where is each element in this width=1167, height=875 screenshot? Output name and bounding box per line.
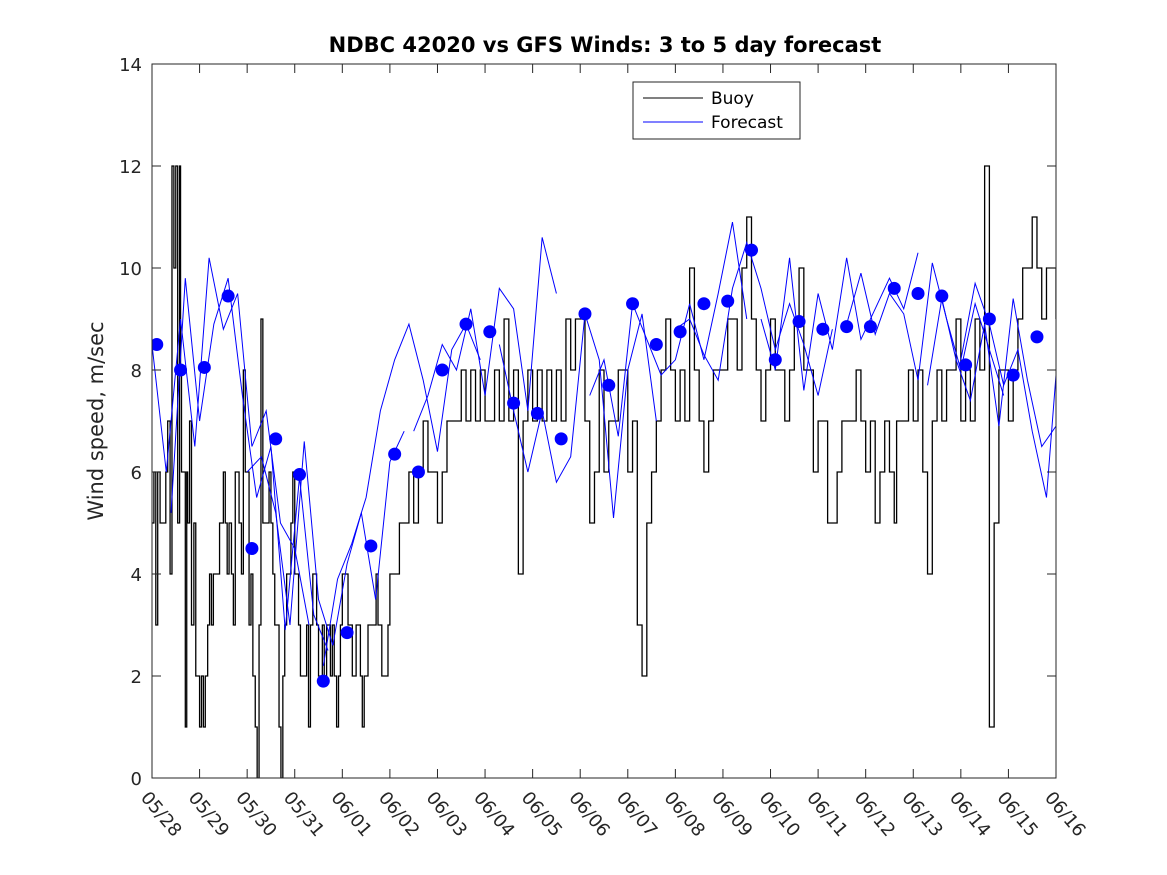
forecast-marker-28 [792,315,806,329]
forecast-marker-1 [152,338,164,351]
forecast-marker-3 [197,360,211,374]
x-tick-label: 06/12 [850,788,899,841]
x-tick-label: 06/06 [564,788,613,841]
forecast-marker-11 [388,447,402,461]
forecast-marker-8 [316,674,330,688]
y-tick-label: 4 [131,565,142,586]
forecast-marker-38 [1030,330,1044,344]
forecast-marker-23 [673,325,687,339]
x-tick-label: 06/07 [612,788,661,841]
y-axis-label: Wind speed, m/sec [84,321,108,520]
forecast-run-line-7 [589,222,748,437]
forecast-marker-14 [459,317,473,331]
x-tick-label: 06/10 [755,788,804,841]
x-tick-label: 06/05 [517,788,566,841]
x-tick-label: 05/29 [184,788,233,841]
forecast-run-line-3 [246,430,405,646]
y-ticks: 0 2 4 6 8 10 12 14 [119,55,1056,790]
forecast-marker-32 [887,281,901,295]
y-tick-label: 12 [119,157,142,178]
forecast-marker-2 [174,363,188,377]
x-tick-label: 06/04 [469,788,518,841]
x-tick-label: 05/28 [136,788,185,841]
legend-forecast-label: Forecast [711,113,783,133]
forecast-marker-27 [768,353,782,367]
chart-title: NDBC 42020 vs GFS Winds: 3 to 5 day fore… [329,33,882,57]
forecast-marker-13 [435,363,449,377]
forecast-marker-31 [863,320,877,334]
series-layer [152,165,1056,778]
legend-box [632,81,801,140]
forecast-marker-30 [840,320,854,334]
y-tick-label: 2 [131,667,142,688]
forecast-marker-33 [911,287,925,300]
forecast-marker-9 [340,626,354,640]
forecast-marker-37 [1006,368,1020,382]
forecast-marker-19 [578,307,592,321]
x-tick-label: 06/02 [374,788,423,841]
forecast-run-line-1 [152,257,310,626]
forecast-marker-18 [554,432,568,446]
x-tick-label: 06/14 [945,788,994,841]
x-tick-label: 05/30 [231,788,280,841]
forecast-run-line-8 [675,240,833,396]
forecast-marker-16 [507,396,521,410]
forecast-marker-17 [530,406,544,420]
forecast-marker-29 [816,322,830,336]
forecast-marker-20 [602,378,616,392]
x-tick-label: 06/03 [422,788,471,841]
y-tick-label: 10 [119,259,142,280]
y-tick-label: 0 [131,769,142,790]
forecast-marker-36 [982,312,996,326]
forecast-run-line-5 [413,237,557,432]
x-tick-label: 06/08 [660,788,709,841]
forecast-run-line-6 [498,313,657,518]
forecast-marker-4 [221,289,235,303]
y-tick-label: 6 [131,463,142,484]
x-tick-label: 06/15 [993,788,1042,841]
forecast-marker-25 [721,294,735,308]
forecast-run-line-2 [170,278,329,651]
forecast-marker-15 [483,325,497,339]
x-tick-label: 05/31 [279,788,328,841]
x-tick-label: 06/01 [326,788,375,841]
forecast-run-line-11 [927,298,1056,448]
forecast-marker-5 [245,542,259,555]
forecast-marker-24 [697,297,711,311]
y-tick-label: 14 [119,55,142,76]
forecast-marker-21 [626,297,640,311]
forecast-marker-6 [269,432,283,446]
forecast-run-line-12 [960,281,1056,498]
plot-frame [151,63,1057,779]
x-tick-label: 06/11 [802,788,851,841]
forecast-marker-10 [364,539,378,553]
forecast-marker-34 [935,289,949,303]
forecast-marker-35 [959,358,973,372]
buoy-series-line [152,165,1056,778]
x-tick-label: 06/09 [707,788,756,841]
forecast-marker-7 [292,468,306,482]
legend: Buoy Forecast [632,81,801,140]
legend-buoy-label: Buoy [711,89,754,109]
forecast-run-line-4 [322,322,481,666]
forecast-marker-26 [744,243,758,257]
y-tick-label: 8 [131,361,142,382]
forecast-marker-12 [411,465,425,479]
forecast-marker-22 [649,338,663,351]
x-tick-label: 06/16 [1040,788,1089,841]
x-tick-label: 06/13 [897,788,946,841]
